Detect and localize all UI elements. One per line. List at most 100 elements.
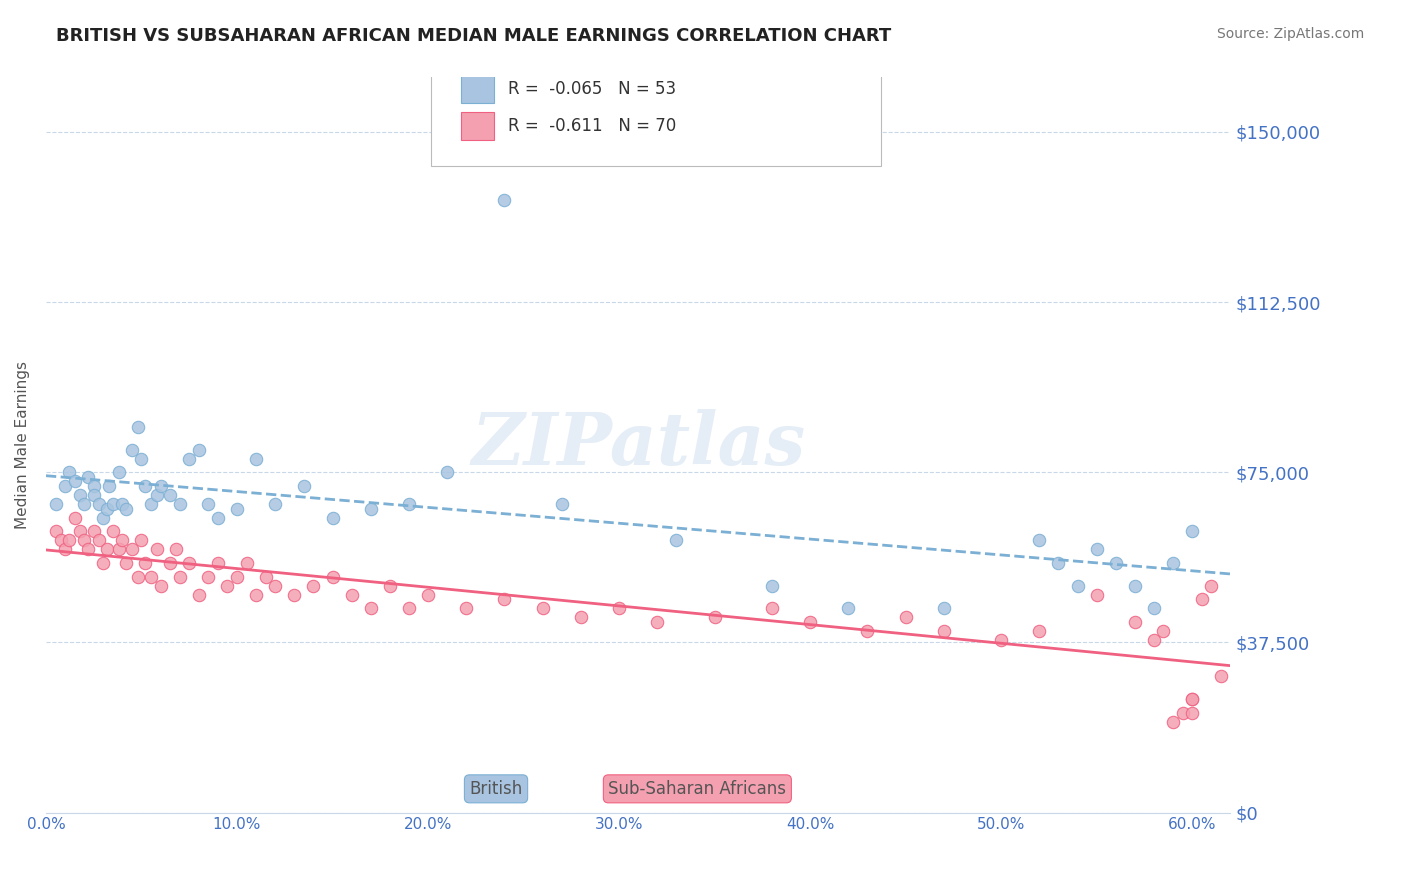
Point <box>111 497 134 511</box>
Point <box>149 479 172 493</box>
Point <box>1085 588 1108 602</box>
Point <box>165 542 187 557</box>
Point <box>456 601 478 615</box>
Point <box>761 579 783 593</box>
Point <box>107 465 129 479</box>
Point <box>1143 601 1166 615</box>
Point <box>932 601 955 615</box>
Point <box>226 501 249 516</box>
Point <box>139 569 162 583</box>
Point <box>73 533 96 548</box>
Point <box>53 479 76 493</box>
Point <box>531 601 554 615</box>
Point <box>235 556 257 570</box>
Point <box>179 556 201 570</box>
Point <box>77 542 100 557</box>
Point <box>1028 624 1050 638</box>
Point <box>321 510 343 524</box>
Point <box>69 488 91 502</box>
Text: Sub-Saharan Africans: Sub-Saharan Africans <box>609 780 786 797</box>
Point <box>69 524 91 539</box>
Point <box>398 497 420 511</box>
Text: Source: ZipAtlas.com: Source: ZipAtlas.com <box>1216 27 1364 41</box>
Point <box>761 601 783 615</box>
Point <box>378 579 401 593</box>
Point <box>127 569 149 583</box>
Point <box>187 588 209 602</box>
Point <box>245 588 267 602</box>
Point <box>83 488 105 502</box>
Point <box>226 569 249 583</box>
Point <box>63 510 86 524</box>
Point <box>169 497 191 511</box>
Text: BRITISH VS SUBSAHARAN AFRICAN MEDIAN MALE EARNINGS CORRELATION CHART: BRITISH VS SUBSAHARAN AFRICAN MEDIAN MAL… <box>56 27 891 45</box>
Point <box>83 524 105 539</box>
Point <box>645 615 668 629</box>
Point <box>1181 706 1204 720</box>
Point <box>1181 692 1204 706</box>
Point <box>245 451 267 466</box>
Point <box>894 610 917 624</box>
Point <box>340 588 363 602</box>
Point <box>856 624 879 638</box>
Text: R =  -0.611   N = 70: R = -0.611 N = 70 <box>508 117 676 135</box>
Point <box>1161 556 1184 570</box>
Point <box>89 533 111 548</box>
Point <box>494 193 516 207</box>
Bar <box>461 112 494 140</box>
Point <box>134 556 156 570</box>
Point <box>207 556 229 570</box>
Point <box>145 542 167 557</box>
Point <box>96 542 118 557</box>
Point <box>139 497 162 511</box>
Point <box>416 588 439 602</box>
Point <box>360 501 382 516</box>
Point <box>1123 579 1146 593</box>
Text: R =  -0.065   N = 53: R = -0.065 N = 53 <box>508 80 676 98</box>
Point <box>44 524 66 539</box>
Point <box>436 465 458 479</box>
Point <box>169 569 191 583</box>
Point <box>197 569 219 583</box>
Point <box>131 533 153 548</box>
Point <box>207 510 229 524</box>
Point <box>398 601 420 615</box>
Y-axis label: Median Male Earnings: Median Male Earnings <box>15 361 30 529</box>
Point <box>58 533 80 548</box>
Point <box>121 442 143 457</box>
Point <box>1105 556 1128 570</box>
Point <box>89 497 111 511</box>
Point <box>98 479 121 493</box>
FancyBboxPatch shape <box>430 66 882 166</box>
Point <box>107 542 129 557</box>
Point <box>1153 624 1175 638</box>
Point <box>91 510 114 524</box>
Text: British: British <box>470 780 523 797</box>
Point <box>91 556 114 570</box>
Point <box>159 556 181 570</box>
Point <box>703 610 725 624</box>
Point <box>83 479 105 493</box>
Point <box>51 533 73 548</box>
Point <box>292 479 315 493</box>
Point <box>1181 692 1204 706</box>
Point <box>111 533 134 548</box>
Point <box>1191 592 1213 607</box>
Point <box>63 475 86 489</box>
Point <box>127 420 149 434</box>
Point <box>569 610 592 624</box>
Point <box>665 533 688 548</box>
Point <box>187 442 209 457</box>
Point <box>837 601 859 615</box>
Point <box>77 469 100 483</box>
Point <box>1161 714 1184 729</box>
Point <box>1143 633 1166 648</box>
Point <box>115 556 138 570</box>
Point <box>44 497 66 511</box>
Point <box>1171 706 1194 720</box>
Point <box>58 465 80 479</box>
Point <box>1085 542 1108 557</box>
Point <box>990 633 1012 648</box>
Point <box>145 488 167 502</box>
Point <box>217 579 239 593</box>
